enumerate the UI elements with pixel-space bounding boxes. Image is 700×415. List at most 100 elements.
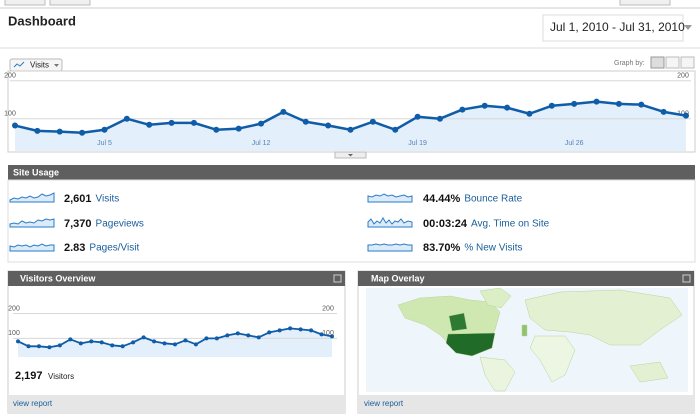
point	[370, 119, 376, 125]
export-button[interactable]	[5, 0, 45, 5]
site-usage-title: Site Usage	[13, 167, 59, 177]
point	[26, 344, 30, 348]
metric-button-label: Visits	[30, 61, 49, 70]
point	[236, 126, 242, 132]
y-tick-label: 100	[8, 330, 20, 337]
visitors-total: 2,197	[15, 370, 43, 382]
point	[68, 337, 72, 341]
point	[257, 335, 261, 339]
graph-day-button[interactable]	[651, 57, 664, 68]
segments-button[interactable]	[620, 0, 670, 5]
point	[392, 127, 398, 133]
point	[173, 342, 177, 346]
point	[100, 340, 104, 344]
metric-value: 83.70%	[423, 242, 461, 254]
point	[348, 127, 354, 133]
point	[37, 344, 41, 348]
date-range: Jul 1, 2010 - Jul 31, 2010	[550, 20, 685, 34]
point	[258, 121, 264, 127]
point	[280, 109, 286, 115]
point	[330, 334, 334, 338]
email-button[interactable]	[50, 0, 90, 5]
point	[142, 335, 146, 339]
point	[169, 120, 175, 126]
point	[638, 102, 644, 108]
metric-label: Bounce Rate	[464, 194, 522, 205]
dashboard: Dashboard Jul 1, 2010 - Jul 31, 2010 Vis…	[0, 0, 700, 415]
point	[152, 339, 156, 343]
point	[225, 333, 229, 337]
graph-by-label: Graph by:	[614, 60, 645, 67]
point	[309, 328, 313, 332]
point	[267, 330, 271, 334]
point	[320, 332, 324, 336]
point	[146, 122, 152, 128]
point	[549, 103, 555, 109]
point	[236, 331, 240, 335]
point	[504, 105, 510, 111]
point	[124, 116, 130, 122]
y-tick-label: 200	[322, 305, 334, 312]
point	[57, 129, 63, 135]
metric-label: Avg. Time on Site	[471, 219, 550, 230]
metric-label: Pageviews	[96, 219, 144, 230]
y-tick-label: 100	[4, 111, 16, 118]
x-tick-label: Jul 12	[252, 140, 271, 147]
point	[204, 336, 208, 340]
point	[131, 340, 135, 344]
point	[121, 344, 125, 348]
view-report-link[interactable]: view report	[364, 399, 404, 408]
graph-week-button[interactable]	[666, 57, 679, 68]
point	[194, 342, 198, 346]
map-title: Map Overlay	[371, 273, 425, 283]
point	[459, 107, 465, 113]
graph-month-button[interactable]	[681, 57, 694, 68]
x-tick-label: Jul 26	[565, 140, 584, 147]
point	[47, 345, 51, 349]
y-tick-label: 200	[4, 73, 16, 80]
point	[213, 127, 219, 133]
sparkline	[368, 244, 412, 251]
point	[437, 116, 443, 122]
visitors-footer	[8, 395, 345, 413]
metric-value: 44.44%	[423, 193, 461, 205]
point	[163, 341, 167, 345]
metric-value: 2,601	[64, 193, 92, 205]
point	[303, 119, 309, 125]
point	[661, 109, 667, 115]
sparkline	[368, 194, 412, 202]
point	[34, 128, 40, 134]
site-usage-header	[8, 165, 695, 180]
point	[246, 333, 250, 337]
page-title: Dashboard	[8, 13, 76, 28]
x-tick-label: Jul 19	[408, 140, 427, 147]
point	[79, 130, 85, 136]
uk	[522, 325, 527, 336]
visitors-title: Visitors Overview	[20, 273, 96, 283]
metric-label: Pages/Visit	[89, 243, 139, 254]
point	[616, 101, 622, 107]
point	[325, 123, 331, 129]
point	[215, 336, 219, 340]
view-report-link[interactable]: view report	[13, 399, 53, 408]
point	[79, 341, 83, 345]
point	[89, 339, 93, 343]
map-footer	[358, 395, 694, 413]
y-tick-label: 200	[677, 73, 689, 80]
point	[16, 339, 20, 343]
metric-value: 7,370	[64, 218, 92, 230]
point	[288, 326, 292, 330]
point	[191, 120, 197, 126]
metric-label: Visits	[96, 194, 120, 205]
point	[415, 114, 421, 120]
point	[110, 343, 114, 347]
metric-value: 00:03:24	[423, 218, 468, 230]
point	[278, 328, 282, 332]
point	[683, 113, 689, 119]
region-dark	[449, 313, 467, 331]
point	[594, 99, 600, 105]
point	[526, 111, 532, 117]
point	[58, 343, 62, 347]
point	[12, 123, 18, 129]
y-tick-label: 200	[8, 305, 20, 312]
